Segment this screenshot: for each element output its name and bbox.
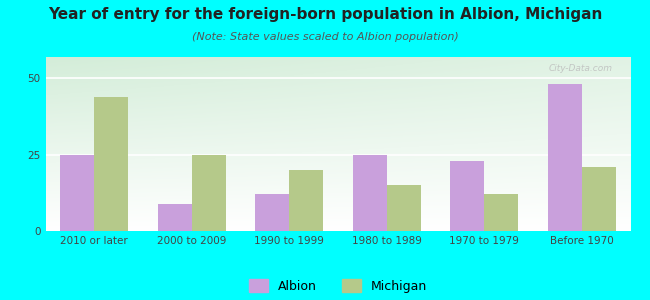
Text: (Note: State values scaled to Albion population): (Note: State values scaled to Albion pop… — [192, 32, 458, 41]
Bar — [157, 203, 192, 231]
Bar — [289, 170, 324, 231]
Bar — [582, 167, 616, 231]
Bar — [60, 155, 94, 231]
Bar — [450, 161, 484, 231]
Bar — [387, 185, 421, 231]
Bar — [192, 155, 226, 231]
Text: Year of entry for the foreign-born population in Albion, Michigan: Year of entry for the foreign-born popul… — [48, 8, 602, 22]
Text: City-Data.com: City-Data.com — [549, 64, 613, 73]
Legend: Albion, Michigan: Albion, Michigan — [244, 274, 432, 298]
Bar — [255, 194, 289, 231]
Bar — [353, 155, 387, 231]
Bar — [94, 97, 129, 231]
Bar — [484, 194, 519, 231]
Bar — [547, 85, 582, 231]
